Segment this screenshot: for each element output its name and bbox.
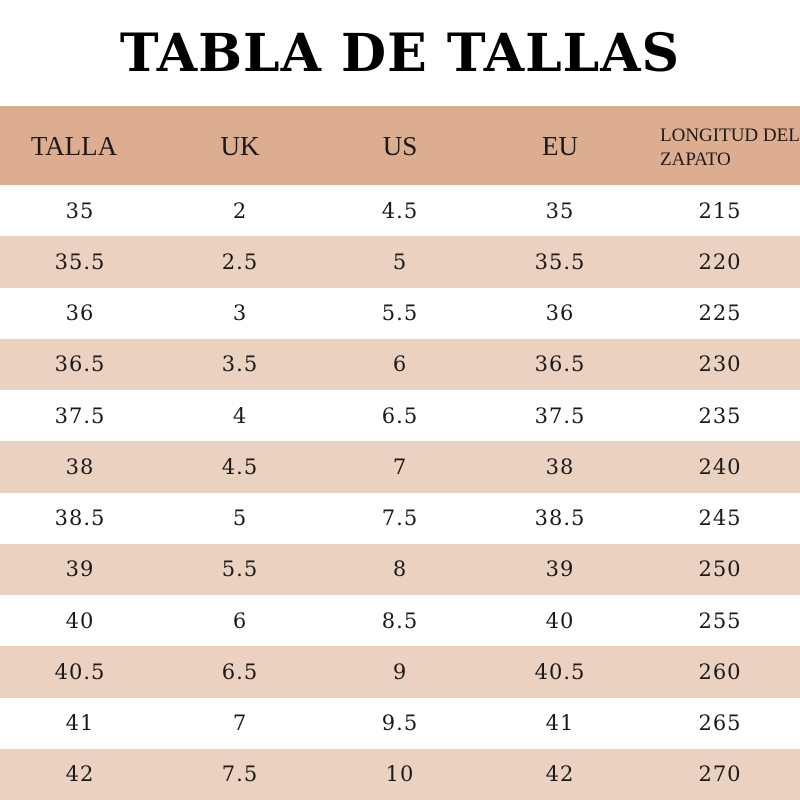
header-eu: EU [542,131,578,161]
cell-eu: 41 [545,711,575,736]
cell-us: 9.5 [381,711,419,736]
cell-talla: 39 [65,557,95,582]
table-row: 36 3 5.5 36 225 [0,287,800,339]
cell-talla: 35 [65,198,95,223]
cell-us: 6.5 [381,403,419,428]
cell-uk: 6 [232,608,248,633]
cell-eu: 35 [545,198,575,223]
cell-eu: 36 [545,301,575,326]
header-longitud-line-1: LONGITUD DEL [660,124,800,146]
cell-eu: 36.5 [534,352,586,377]
cell-eu: 39 [545,557,575,582]
table-row: 35.5 2.5 5 35.5 220 [0,236,800,288]
cell-longitud: 230 [698,352,742,377]
table-row: 40.5 6.5 9 40.5 260 [0,646,800,698]
cell-us: 8.5 [381,608,419,633]
cell-eu: 37.5 [534,403,586,428]
header-talla: TALLA [30,131,118,161]
cell-us: 10 [385,762,415,787]
cell-talla: 35.5 [54,249,106,274]
cell-us: 7 [392,454,408,479]
cell-uk: 4 [232,403,248,428]
header-us: US [382,131,418,161]
cell-talla: 36 [65,301,95,326]
table-row: 42 7.5 10 42 270 [0,748,800,800]
cell-eu: 38 [545,454,575,479]
cell-us: 5 [392,249,408,274]
cell-us: 9 [392,659,408,684]
cell-longitud: 215 [698,198,742,223]
cell-eu: 38.5 [534,506,586,531]
cell-talla: 36.5 [54,352,106,377]
cell-longitud: 260 [698,659,742,684]
table-row: 38 4.5 7 38 240 [0,441,800,493]
cell-uk: 3.5 [221,352,259,377]
header-uk: UK [220,131,260,161]
table-row: 37.5 4 6.5 37.5 235 [0,390,800,442]
cell-uk: 3 [232,301,248,326]
header-longitud-line-2: ZAPATO [660,148,731,170]
header-longitud-del-zapato: LONGITUD DEL ZAPATO [640,106,800,185]
header-longitud-text: LONGITUD DEL ZAPATO [660,124,800,172]
page-title: TABLA DE TALLAS [119,22,681,84]
cell-uk: 2 [232,198,248,223]
cell-longitud: 225 [698,301,742,326]
table-row: 39 5.5 8 39 250 [0,543,800,595]
cell-uk: 5.5 [221,557,259,582]
cell-talla: 38.5 [54,506,106,531]
cell-us: 8 [392,557,408,582]
table-row: 41 7 9.5 41 265 [0,697,800,749]
table-header-row: TALLA UK US EU LONGITUD DEL ZAPATO [0,106,800,185]
cell-uk: 5 [232,506,248,531]
cell-uk: 2.5 [221,249,259,274]
cell-eu: 40.5 [534,659,586,684]
cell-us: 5.5 [381,301,419,326]
table-row: 38.5 5 7.5 38.5 245 [0,492,800,544]
cell-talla: 42 [65,762,95,787]
cell-uk: 4.5 [221,454,259,479]
cell-eu: 40 [545,608,575,633]
cell-talla: 40.5 [54,659,106,684]
cell-uk: 7 [232,711,248,736]
table-row: 40 6 8.5 40 255 [0,595,800,647]
cell-talla: 40 [65,608,95,633]
cell-us: 4.5 [381,198,419,223]
cell-longitud: 265 [698,711,742,736]
cell-longitud: 255 [698,608,742,633]
table-row: 36.5 3.5 6 36.5 230 [0,338,800,390]
cell-longitud: 235 [698,403,742,428]
cell-talla: 37.5 [54,403,106,428]
cell-longitud: 270 [698,762,742,787]
cell-us: 7.5 [381,506,419,531]
table-row: 35 2 4.5 35 215 [0,185,800,237]
cell-longitud: 220 [698,249,742,274]
cell-us: 6 [392,352,408,377]
cell-talla: 38 [65,454,95,479]
cell-uk: 6.5 [221,659,259,684]
size-table: TALLA UK US EU LONGITUD DEL ZAPATO 35 2 4.… [0,106,800,800]
cell-talla: 41 [65,711,95,736]
table-body: 35 2 4.5 35 215 35.5 2.5 5 35.5 220 36 3 5.5 36 225 36.… [0,185,800,800]
cell-eu: 35.5 [534,249,586,274]
cell-longitud: 240 [698,454,742,479]
cell-eu: 42 [545,762,575,787]
cell-longitud: 250 [698,557,742,582]
cell-uk: 7.5 [221,762,259,787]
cell-longitud: 245 [698,506,742,531]
